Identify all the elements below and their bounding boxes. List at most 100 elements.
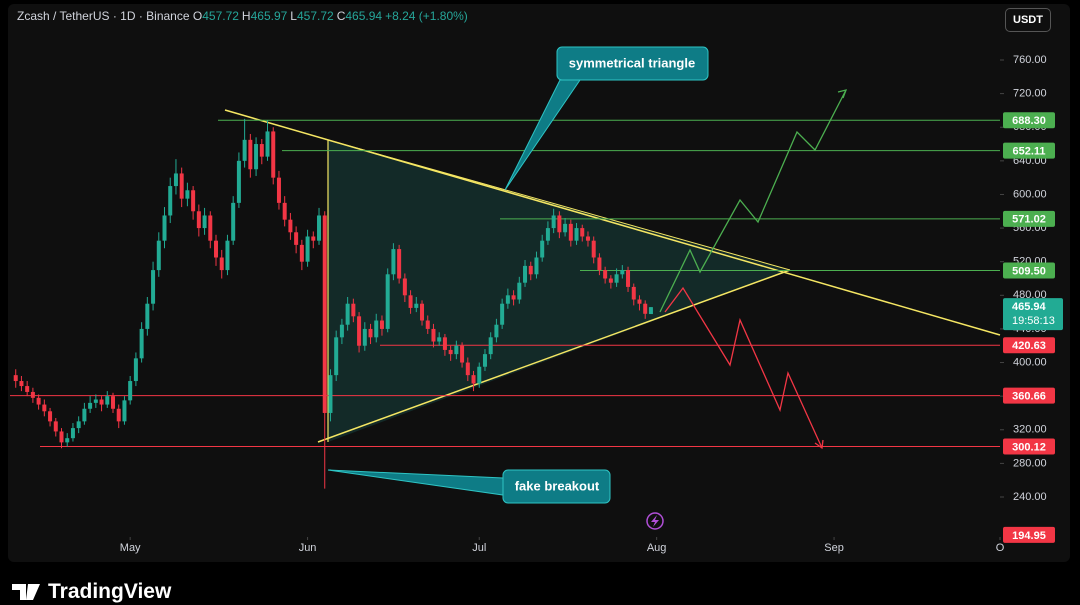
candle-body — [214, 240, 219, 258]
candle-body — [414, 303, 419, 308]
candle-body — [36, 397, 41, 405]
x-tick-label: Jun — [299, 542, 317, 554]
candle-body — [591, 240, 596, 258]
candle-body — [294, 232, 299, 245]
callout-pointer — [327, 469, 504, 496]
x-tick-label: O — [996, 542, 1005, 554]
event-icon-bolt — [651, 515, 659, 527]
candle-body — [99, 399, 104, 405]
candle-body — [362, 328, 367, 346]
ohlc-key: L — [290, 9, 297, 23]
level-badge — [1003, 526, 1055, 543]
candle-body — [105, 396, 110, 405]
candle-body — [42, 404, 47, 412]
callout-pointer — [504, 79, 581, 191]
x-tick-label: Jul — [472, 542, 486, 554]
candle-body — [465, 362, 470, 376]
candle-body — [574, 228, 579, 241]
candle-body — [334, 337, 339, 376]
candle-body — [345, 303, 350, 325]
level-badge — [1003, 112, 1055, 129]
candle-body — [368, 328, 373, 338]
ohlc-key: H — [241, 9, 251, 23]
candle-body — [339, 324, 344, 338]
candle-body — [420, 303, 425, 321]
candle-body — [523, 265, 528, 283]
price-badge — [1003, 298, 1063, 331]
price-label: 465.94 — [1012, 301, 1047, 313]
level-badge — [1003, 438, 1055, 455]
currency-button[interactable]: USDT — [1005, 8, 1051, 32]
candle-body — [19, 381, 24, 387]
candle-body — [488, 337, 493, 355]
x-tick-label: Aug — [647, 542, 667, 554]
candle-body — [385, 274, 390, 329]
candle-body — [603, 270, 608, 279]
level-badge — [1003, 387, 1055, 404]
candle-body — [76, 421, 81, 429]
candle-body — [254, 144, 259, 170]
candle-body — [351, 303, 356, 317]
ohlc-value: 465.94 — [345, 9, 383, 23]
ohlc-key: C — [336, 9, 346, 23]
brand-logo-dot — [28, 585, 34, 591]
candle-body — [288, 219, 293, 233]
candle-body — [271, 131, 276, 178]
candle-body — [563, 223, 568, 233]
candle-body — [437, 337, 442, 342]
level-badge — [1003, 337, 1055, 354]
y-tick-label: 760.00 — [1013, 54, 1047, 66]
candle-body — [88, 402, 93, 409]
candle-body — [500, 303, 505, 325]
candle-body — [379, 320, 384, 329]
x-tick-label: May — [120, 542, 141, 554]
candle-body — [116, 408, 121, 422]
candle-body — [219, 257, 224, 271]
candle-body — [528, 265, 533, 275]
candle-body — [93, 399, 98, 403]
candle-body — [48, 411, 53, 422]
y-tick-label: 600.00 — [1013, 188, 1047, 200]
candle-body — [53, 421, 58, 432]
candle-body — [133, 358, 138, 382]
y-tick-label: 400.00 — [1013, 356, 1047, 368]
level-badge — [1003, 142, 1055, 159]
candle-body — [448, 349, 453, 355]
bear-projection — [664, 286, 823, 449]
level-label: 688.30 — [1012, 115, 1046, 127]
callout-box — [502, 469, 611, 504]
brand-logo — [12, 584, 40, 600]
candle-body — [173, 173, 178, 187]
arrow-head — [814, 439, 824, 450]
candle-body — [648, 307, 653, 315]
candle-body — [185, 190, 190, 199]
candle-body — [425, 320, 430, 329]
candle-body — [122, 400, 127, 422]
ohlc-value: 457.72 — [202, 9, 239, 23]
candle-body — [236, 160, 241, 203]
candle-body — [168, 186, 173, 216]
level-label: 571.02 — [1012, 214, 1046, 226]
y-tick-label: 280.00 — [1013, 457, 1047, 469]
candle-body — [231, 202, 236, 241]
level-label: 300.12 — [1012, 441, 1046, 453]
candle-body — [620, 270, 625, 275]
candle-body — [322, 215, 327, 413]
candle-body — [59, 431, 64, 443]
candle-body — [82, 408, 87, 422]
candle-body — [202, 215, 207, 229]
candle-body — [408, 295, 413, 308]
level-label: 360.66 — [1012, 391, 1046, 403]
y-tick-label: 240.00 — [1013, 491, 1047, 503]
candle-body — [511, 295, 516, 300]
candle-body — [328, 375, 333, 413]
candle-body — [637, 299, 642, 304]
candle-body — [631, 286, 636, 300]
candle-body — [585, 236, 590, 241]
event-icon[interactable] — [646, 512, 664, 530]
candle-body — [191, 190, 196, 212]
candle-body — [402, 278, 407, 296]
candle-body — [454, 345, 459, 355]
